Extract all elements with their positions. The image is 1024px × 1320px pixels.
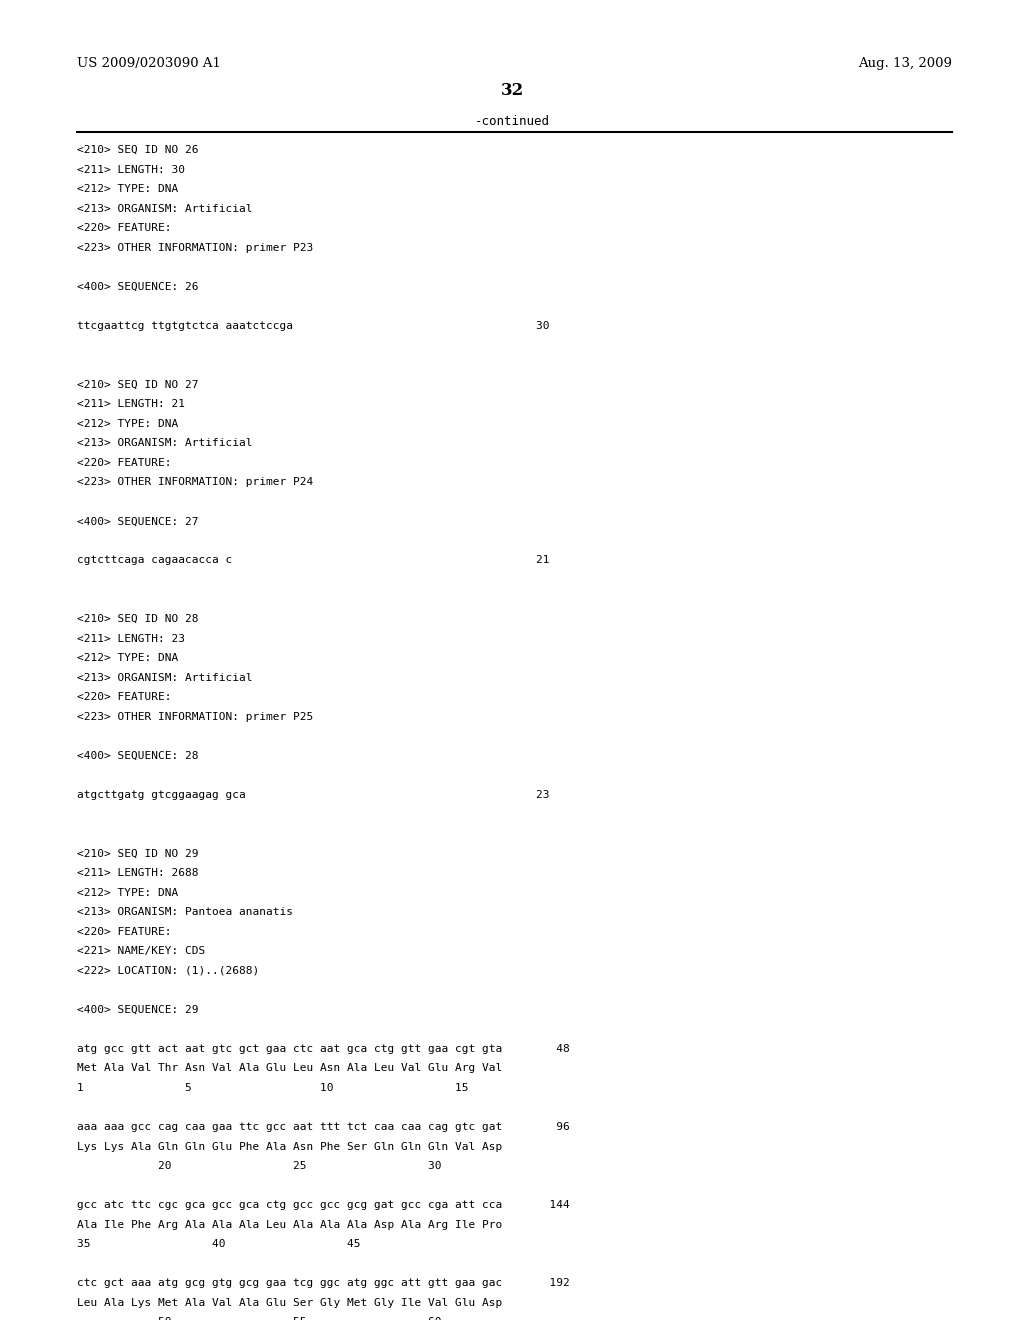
- Text: <220> FEATURE:: <220> FEATURE:: [77, 692, 171, 702]
- Text: <211> LENGTH: 23: <211> LENGTH: 23: [77, 634, 184, 644]
- Text: <210> SEQ ID NO 28: <210> SEQ ID NO 28: [77, 614, 199, 624]
- Text: <213> ORGANISM: Artificial: <213> ORGANISM: Artificial: [77, 203, 252, 214]
- Text: <210> SEQ ID NO 29: <210> SEQ ID NO 29: [77, 849, 199, 858]
- Text: Lys Lys Ala Gln Gln Glu Phe Ala Asn Phe Ser Gln Gln Gln Val Asp: Lys Lys Ala Gln Gln Glu Phe Ala Asn Phe …: [77, 1142, 502, 1151]
- Text: <400> SEQUENCE: 27: <400> SEQUENCE: 27: [77, 516, 199, 527]
- Text: Met Ala Val Thr Asn Val Ala Glu Leu Asn Ala Leu Val Glu Arg Val: Met Ala Val Thr Asn Val Ala Glu Leu Asn …: [77, 1064, 502, 1073]
- Text: aaa aaa gcc cag caa gaa ttc gcc aat ttt tct caa caa cag gtc gat        96: aaa aaa gcc cag caa gaa ttc gcc aat ttt …: [77, 1122, 569, 1133]
- Text: <400> SEQUENCE: 26: <400> SEQUENCE: 26: [77, 282, 199, 292]
- Text: <213> ORGANISM: Pantoea ananatis: <213> ORGANISM: Pantoea ananatis: [77, 907, 293, 917]
- Text: <211> LENGTH: 30: <211> LENGTH: 30: [77, 165, 184, 174]
- Text: Aug. 13, 2009: Aug. 13, 2009: [858, 57, 952, 70]
- Text: <400> SEQUENCE: 29: <400> SEQUENCE: 29: [77, 1005, 199, 1015]
- Text: <223> OTHER INFORMATION: primer P23: <223> OTHER INFORMATION: primer P23: [77, 243, 313, 253]
- Text: <212> TYPE: DNA: <212> TYPE: DNA: [77, 418, 178, 429]
- Text: 35                  40                  45: 35 40 45: [77, 1239, 360, 1249]
- Text: <211> LENGTH: 2688: <211> LENGTH: 2688: [77, 869, 199, 878]
- Text: Leu Ala Lys Met Ala Val Ala Glu Ser Gly Met Gly Ile Val Glu Asp: Leu Ala Lys Met Ala Val Ala Glu Ser Gly …: [77, 1298, 502, 1308]
- Text: <400> SEQUENCE: 28: <400> SEQUENCE: 28: [77, 751, 199, 760]
- Text: 1               5                   10                  15: 1 5 10 15: [77, 1082, 468, 1093]
- Text: <211> LENGTH: 21: <211> LENGTH: 21: [77, 399, 184, 409]
- Text: atgcttgatg gtcggaagag gca                                           23: atgcttgatg gtcggaagag gca 23: [77, 789, 549, 800]
- Text: <210> SEQ ID NO 26: <210> SEQ ID NO 26: [77, 145, 199, 156]
- Text: US 2009/0203090 A1: US 2009/0203090 A1: [77, 57, 221, 70]
- Text: <220> FEATURE:: <220> FEATURE:: [77, 927, 171, 937]
- Text: Ala Ile Phe Arg Ala Ala Ala Leu Ala Ala Ala Asp Ala Arg Ile Pro: Ala Ile Phe Arg Ala Ala Ala Leu Ala Ala …: [77, 1220, 502, 1230]
- Text: 32: 32: [501, 82, 523, 99]
- Text: ttcgaattcg ttgtgtctca aaatctccga                                    30: ttcgaattcg ttgtgtctca aaatctccga 30: [77, 321, 549, 331]
- Text: ctc gct aaa atg gcg gtg gcg gaa tcg ggc atg ggc att gtt gaa gac       192: ctc gct aaa atg gcg gtg gcg gaa tcg ggc …: [77, 1278, 569, 1288]
- Text: <212> TYPE: DNA: <212> TYPE: DNA: [77, 185, 178, 194]
- Text: <212> TYPE: DNA: <212> TYPE: DNA: [77, 887, 178, 898]
- Text: gcc atc ttc cgc gca gcc gca ctg gcc gcc gcg gat gcc cga att cca       144: gcc atc ttc cgc gca gcc gca ctg gcc gcc …: [77, 1200, 569, 1210]
- Text: <223> OTHER INFORMATION: primer P24: <223> OTHER INFORMATION: primer P24: [77, 478, 313, 487]
- Text: <213> ORGANISM: Artificial: <213> ORGANISM: Artificial: [77, 438, 252, 449]
- Text: cgtcttcaga cagaacacca c                                             21: cgtcttcaga cagaacacca c 21: [77, 556, 549, 565]
- Text: <222> LOCATION: (1)..(2688): <222> LOCATION: (1)..(2688): [77, 966, 259, 975]
- Text: -continued: -continued: [474, 115, 550, 128]
- Text: 50                  55                  60: 50 55 60: [77, 1317, 441, 1320]
- Text: 20                  25                  30: 20 25 30: [77, 1162, 441, 1171]
- Text: <210> SEQ ID NO 27: <210> SEQ ID NO 27: [77, 380, 199, 389]
- Text: <220> FEATURE:: <220> FEATURE:: [77, 458, 171, 467]
- Text: <212> TYPE: DNA: <212> TYPE: DNA: [77, 653, 178, 663]
- Text: <223> OTHER INFORMATION: primer P25: <223> OTHER INFORMATION: primer P25: [77, 711, 313, 722]
- Text: <220> FEATURE:: <220> FEATURE:: [77, 223, 171, 234]
- Text: <221> NAME/KEY: CDS: <221> NAME/KEY: CDS: [77, 946, 205, 956]
- Text: atg gcc gtt act aat gtc gct gaa ctc aat gca ctg gtt gaa cgt gta        48: atg gcc gtt act aat gtc gct gaa ctc aat …: [77, 1044, 569, 1053]
- Text: <213> ORGANISM: Artificial: <213> ORGANISM: Artificial: [77, 673, 252, 682]
